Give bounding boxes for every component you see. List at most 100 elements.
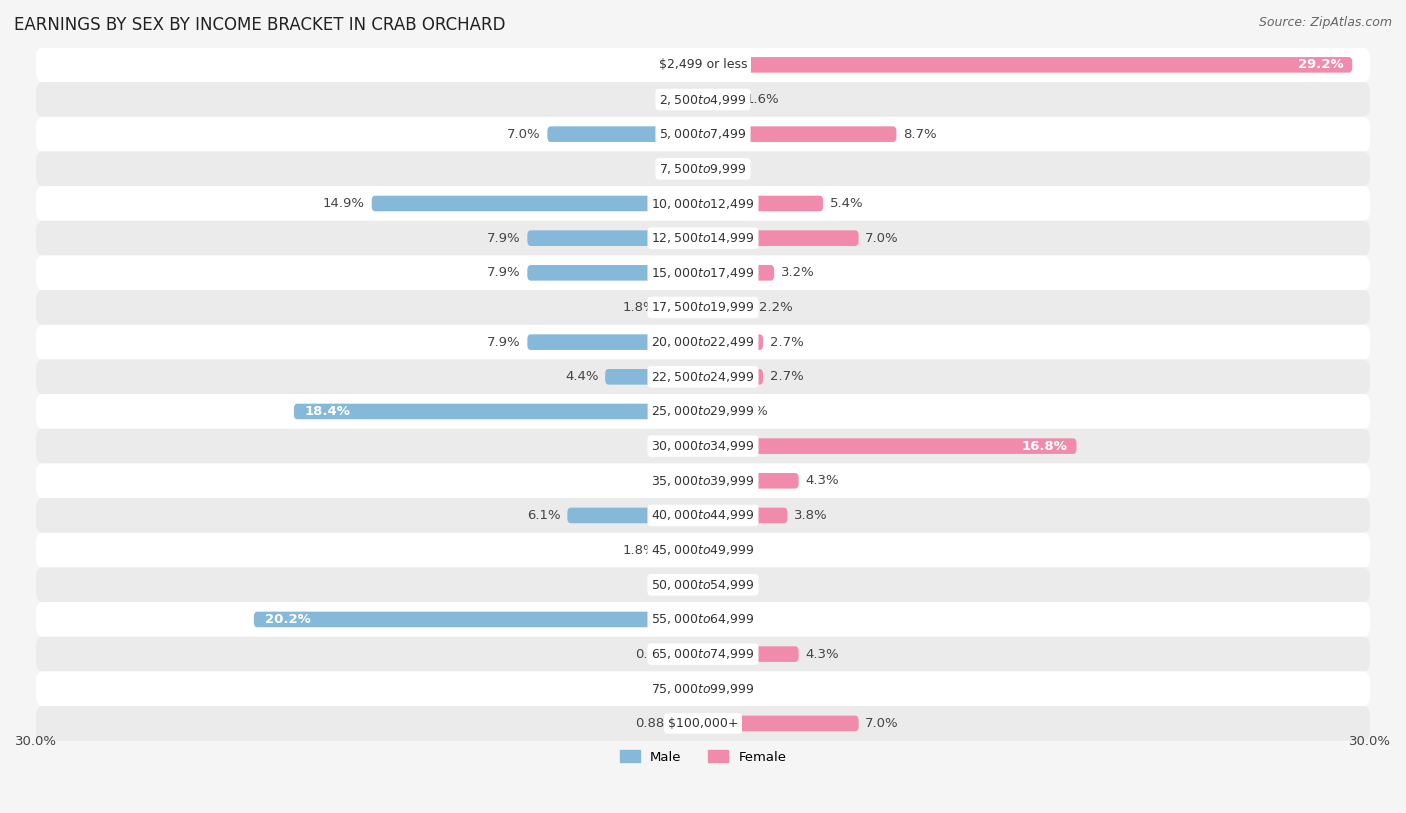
Text: 0.0%: 0.0% <box>710 613 744 626</box>
Text: $75,000 to $99,999: $75,000 to $99,999 <box>651 682 755 696</box>
Text: 2.2%: 2.2% <box>759 301 793 314</box>
Text: $45,000 to $49,999: $45,000 to $49,999 <box>651 543 755 557</box>
Text: $100,000+: $100,000+ <box>668 717 738 730</box>
FancyBboxPatch shape <box>664 542 703 558</box>
Text: 7.9%: 7.9% <box>486 232 520 245</box>
Text: 0.0%: 0.0% <box>662 682 696 695</box>
Text: $20,000 to $22,499: $20,000 to $22,499 <box>651 335 755 349</box>
Text: 0.88%: 0.88% <box>636 717 676 730</box>
FancyBboxPatch shape <box>37 498 1369 533</box>
FancyBboxPatch shape <box>703 715 859 731</box>
Text: 16.8%: 16.8% <box>1022 440 1067 453</box>
Text: 4.3%: 4.3% <box>806 474 839 487</box>
FancyBboxPatch shape <box>703 265 775 280</box>
FancyBboxPatch shape <box>37 567 1369 602</box>
Text: 0.0%: 0.0% <box>662 440 696 453</box>
Text: $55,000 to $64,999: $55,000 to $64,999 <box>651 612 755 627</box>
FancyBboxPatch shape <box>703 196 823 211</box>
FancyBboxPatch shape <box>527 230 703 246</box>
FancyBboxPatch shape <box>703 92 738 107</box>
Text: 14.9%: 14.9% <box>323 197 366 210</box>
Text: $2,500 to $4,999: $2,500 to $4,999 <box>659 93 747 107</box>
Text: $10,000 to $12,499: $10,000 to $12,499 <box>651 197 755 211</box>
Text: $65,000 to $74,999: $65,000 to $74,999 <box>651 647 755 661</box>
FancyBboxPatch shape <box>37 221 1369 255</box>
FancyBboxPatch shape <box>37 117 1369 151</box>
Text: 3.8%: 3.8% <box>794 509 828 522</box>
FancyBboxPatch shape <box>254 611 703 628</box>
Text: 4.4%: 4.4% <box>565 370 599 383</box>
Text: $22,500 to $24,999: $22,500 to $24,999 <box>651 370 755 384</box>
Text: 1.8%: 1.8% <box>623 301 657 314</box>
FancyBboxPatch shape <box>37 151 1369 186</box>
Text: 3.2%: 3.2% <box>780 267 814 280</box>
FancyBboxPatch shape <box>703 230 859 246</box>
FancyBboxPatch shape <box>37 706 1369 741</box>
Text: 0.88%: 0.88% <box>636 648 676 661</box>
Text: $40,000 to $44,999: $40,000 to $44,999 <box>651 508 755 523</box>
Text: 30.0%: 30.0% <box>15 735 58 748</box>
FancyBboxPatch shape <box>703 404 727 420</box>
FancyBboxPatch shape <box>703 57 1353 72</box>
Text: $2,499 or less: $2,499 or less <box>659 59 747 72</box>
Text: 7.9%: 7.9% <box>486 336 520 349</box>
Text: 1.8%: 1.8% <box>623 544 657 557</box>
Text: 0.0%: 0.0% <box>710 544 744 557</box>
Legend: Male, Female: Male, Female <box>614 745 792 769</box>
Text: 7.0%: 7.0% <box>865 232 898 245</box>
FancyBboxPatch shape <box>37 533 1369 567</box>
FancyBboxPatch shape <box>37 672 1369 706</box>
FancyBboxPatch shape <box>37 428 1369 463</box>
Text: 7.9%: 7.9% <box>486 267 520 280</box>
Text: 7.0%: 7.0% <box>508 128 541 141</box>
FancyBboxPatch shape <box>37 255 1369 290</box>
FancyBboxPatch shape <box>37 47 1369 82</box>
FancyBboxPatch shape <box>683 715 703 731</box>
FancyBboxPatch shape <box>37 186 1369 221</box>
Text: 2.7%: 2.7% <box>769 336 803 349</box>
Text: 8.7%: 8.7% <box>903 128 936 141</box>
Text: EARNINGS BY SEX BY INCOME BRACKET IN CRAB ORCHARD: EARNINGS BY SEX BY INCOME BRACKET IN CRA… <box>14 16 506 34</box>
Text: 0.0%: 0.0% <box>662 578 696 591</box>
Text: 6.1%: 6.1% <box>527 509 561 522</box>
Text: 20.2%: 20.2% <box>264 613 311 626</box>
Text: 0.0%: 0.0% <box>662 474 696 487</box>
FancyBboxPatch shape <box>664 300 703 315</box>
FancyBboxPatch shape <box>37 463 1369 498</box>
FancyBboxPatch shape <box>547 126 703 142</box>
FancyBboxPatch shape <box>703 334 763 350</box>
FancyBboxPatch shape <box>703 646 799 662</box>
Text: $25,000 to $29,999: $25,000 to $29,999 <box>651 405 755 419</box>
FancyBboxPatch shape <box>703 369 763 385</box>
Text: Source: ZipAtlas.com: Source: ZipAtlas.com <box>1258 16 1392 29</box>
FancyBboxPatch shape <box>703 473 799 489</box>
Text: 0.0%: 0.0% <box>710 682 744 695</box>
FancyBboxPatch shape <box>527 334 703 350</box>
Text: 1.6%: 1.6% <box>745 93 779 106</box>
FancyBboxPatch shape <box>37 359 1369 394</box>
FancyBboxPatch shape <box>568 507 703 524</box>
Text: $15,000 to $17,499: $15,000 to $17,499 <box>651 266 755 280</box>
Text: $30,000 to $34,999: $30,000 to $34,999 <box>651 439 755 453</box>
Text: 18.4%: 18.4% <box>305 405 352 418</box>
Text: $35,000 to $39,999: $35,000 to $39,999 <box>651 474 755 488</box>
FancyBboxPatch shape <box>37 602 1369 637</box>
Text: 0.0%: 0.0% <box>710 163 744 176</box>
FancyBboxPatch shape <box>527 265 703 280</box>
Text: $17,500 to $19,999: $17,500 to $19,999 <box>651 301 755 315</box>
Text: 4.3%: 4.3% <box>806 648 839 661</box>
FancyBboxPatch shape <box>37 325 1369 359</box>
Text: 0.0%: 0.0% <box>662 59 696 72</box>
FancyBboxPatch shape <box>37 82 1369 117</box>
FancyBboxPatch shape <box>37 637 1369 672</box>
FancyBboxPatch shape <box>37 290 1369 325</box>
Text: $50,000 to $54,999: $50,000 to $54,999 <box>651 578 755 592</box>
FancyBboxPatch shape <box>683 646 703 662</box>
Text: 0.0%: 0.0% <box>662 163 696 176</box>
Text: 30.0%: 30.0% <box>1348 735 1391 748</box>
FancyBboxPatch shape <box>37 394 1369 428</box>
FancyBboxPatch shape <box>703 126 897 142</box>
Text: $5,000 to $7,499: $5,000 to $7,499 <box>659 127 747 141</box>
FancyBboxPatch shape <box>294 404 703 420</box>
Text: 5.4%: 5.4% <box>830 197 863 210</box>
